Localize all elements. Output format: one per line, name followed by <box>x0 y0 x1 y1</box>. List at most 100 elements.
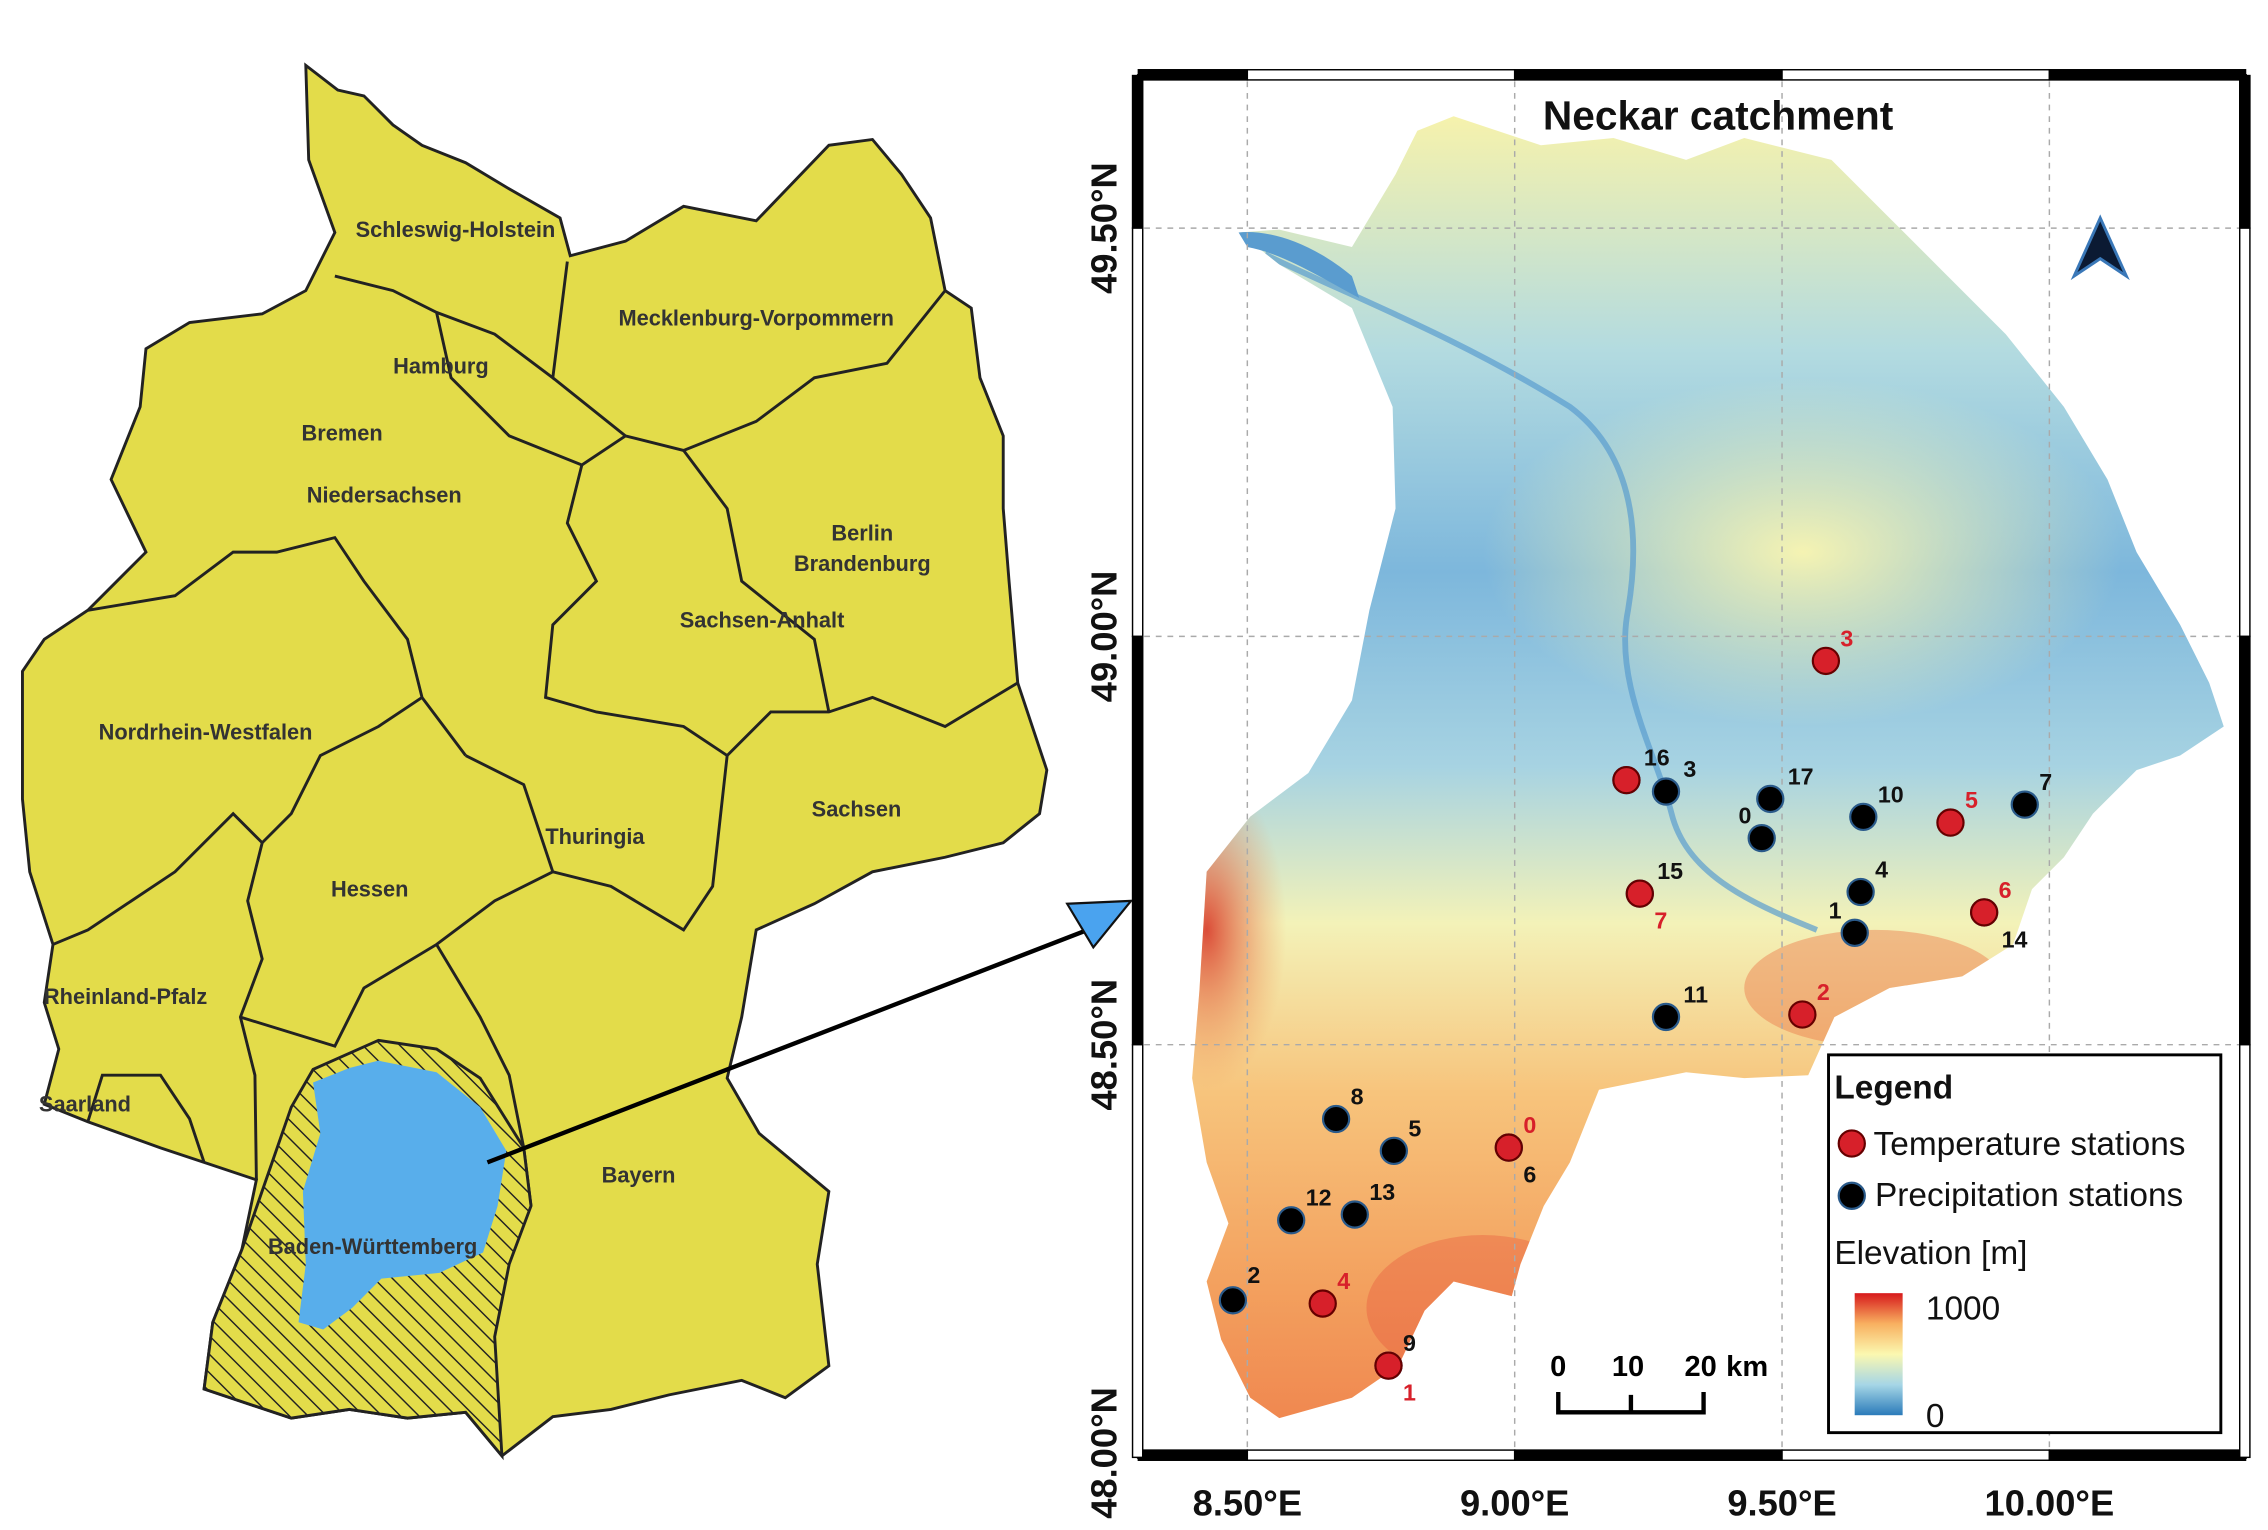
state-label: Niedersachsen <box>307 483 462 508</box>
temperature-station-label: 7 <box>1654 908 1667 934</box>
temperature-marker[interactable] <box>1969 898 1999 927</box>
precipitation-station[interactable] <box>1747 823 1776 853</box>
precipitation-marker[interactable] <box>1218 1286 1248 1315</box>
precipitation-station-label: 16 <box>1644 745 1670 771</box>
precipitation-station[interactable] <box>1840 918 1869 947</box>
precipitation-station-label: 14 <box>2002 926 2028 952</box>
precipitation-station-label: 13 <box>1369 1179 1395 1205</box>
temperature-station[interactable] <box>1788 1000 1817 1029</box>
elevation-colorbar <box>1854 1293 1903 1416</box>
precipitation-marker[interactable] <box>1379 1136 1409 1166</box>
state-label: Mecklenburg-Vorpommern <box>618 305 894 330</box>
precipitation-marker[interactable] <box>1321 1104 1351 1134</box>
precipitation-marker[interactable] <box>1651 1002 1681 1032</box>
precipitation-station[interactable] <box>1277 1206 1306 1235</box>
scale-label: 0 <box>1550 1351 1566 1383</box>
precipitation-station-label: 9 <box>1403 1330 1416 1356</box>
scale-bar: 0 10 20 km <box>1550 1351 1768 1415</box>
scale-label: 20 <box>1685 1351 1717 1383</box>
temperature-marker[interactable] <box>1625 879 1654 908</box>
x-tick-label: 8.50°E <box>1193 1482 1302 1523</box>
temperature-marker[interactable] <box>1612 765 1641 795</box>
precipitation-station-label: 12 <box>1306 1185 1332 1211</box>
precipitation-station-label: 4 <box>1875 856 1888 882</box>
temperature-station-label: 5 <box>1965 787 1978 813</box>
temperature-station[interactable] <box>1811 646 1841 676</box>
temperature-station[interactable] <box>1969 898 1999 927</box>
state-label: Sachsen-Anhalt <box>680 608 845 633</box>
precipitation-marker[interactable] <box>2010 790 2039 819</box>
temperature-marker[interactable] <box>1788 1000 1817 1029</box>
temperature-station-label: 6 <box>1999 877 2012 903</box>
precipitation-station[interactable] <box>1321 1104 1351 1134</box>
temperature-marker[interactable] <box>1936 808 1965 837</box>
temperature-station-label: 4 <box>1337 1268 1350 1294</box>
temperature-marker[interactable] <box>1308 1289 1337 1318</box>
state-label: Bayern <box>602 1163 676 1188</box>
precipitation-station-label: 0 <box>1738 803 1751 829</box>
temperature-station[interactable] <box>1612 765 1641 795</box>
temperature-marker[interactable] <box>1494 1133 1523 1162</box>
y-tick-label: 48.50°N <box>1084 979 1125 1111</box>
precipitation-marker[interactable] <box>1756 784 1785 814</box>
temperature-station-label: 3 <box>1840 625 1853 651</box>
y-tick-label: 49.50°N <box>1084 162 1125 294</box>
precipitation-station-label: 17 <box>1788 763 1814 789</box>
temperature-marker[interactable] <box>1811 646 1841 676</box>
x-tick-label: 9.50°E <box>1727 1482 1836 1523</box>
precipitation-marker[interactable] <box>1651 777 1681 806</box>
precipitation-marker[interactable] <box>1846 877 1875 907</box>
arrowhead-icon <box>1065 899 1134 950</box>
legend: Legend Temperature stations Precipitatio… <box>1827 1053 2223 1435</box>
precipitation-station-label: 1 <box>1829 897 1842 923</box>
precipitation-station[interactable] <box>2010 790 2039 819</box>
state-label: Hamburg <box>393 353 489 378</box>
colorbar-max-label: 1000 <box>1926 1290 2000 1327</box>
north-arrow-icon <box>2070 214 2130 281</box>
temperature-station[interactable] <box>1374 1351 1403 1380</box>
zoom-arrow <box>486 899 1134 1165</box>
precipitation-marker[interactable] <box>1340 1200 1369 1229</box>
precipitation-station[interactable] <box>1218 1286 1248 1315</box>
precipitation-station[interactable] <box>1651 777 1681 806</box>
legend-precipitation: Precipitation stations <box>1875 1177 2183 1214</box>
precipitation-station-label: 15 <box>1657 858 1683 884</box>
germany-overview-map: Schleswig-Holstein Mecklenburg-Vorpommer… <box>21 62 1049 1461</box>
precipitation-marker[interactable] <box>1840 918 1869 947</box>
temperature-station[interactable] <box>1494 1133 1523 1162</box>
temperature-marker-icon <box>1837 1129 1866 1158</box>
state-label: Thuringia <box>545 824 645 849</box>
precipitation-station[interactable] <box>1340 1200 1369 1229</box>
state-borders <box>52 261 1019 1207</box>
state-label: Brandenburg <box>794 551 931 576</box>
scale-label: 10 <box>1612 1351 1644 1383</box>
precipitation-marker[interactable] <box>1277 1206 1306 1235</box>
temperature-station[interactable] <box>1936 808 1965 837</box>
temperature-station-label: 0 <box>1523 1112 1536 1138</box>
legend-elevation-title: Elevation [m] <box>1834 1235 2027 1272</box>
state-label: Nordrhein-Westfalen <box>99 720 313 745</box>
precipitation-marker[interactable] <box>1747 823 1776 853</box>
precipitation-station[interactable] <box>1846 877 1875 907</box>
precipitation-station[interactable] <box>1849 802 1878 832</box>
precipitation-station-label: 3 <box>1683 756 1696 782</box>
state-label: Berlin <box>831 521 893 546</box>
state-label: Bremen <box>302 420 383 445</box>
temperature-marker[interactable] <box>1374 1351 1403 1380</box>
precipitation-station[interactable] <box>1756 784 1785 814</box>
precipitation-station[interactable] <box>1379 1136 1409 1166</box>
temperature-station[interactable] <box>1625 879 1654 908</box>
temperature-station[interactable] <box>1308 1289 1337 1318</box>
x-tick-label: 10.00°E <box>1985 1482 2115 1523</box>
state-label: Saarland <box>39 1092 131 1117</box>
precipitation-marker[interactable] <box>1849 802 1878 832</box>
x-axis-labels: 8.50°E 9.00°E 9.50°E 10.00°E <box>1193 1482 2115 1523</box>
neckar-detail-map: Neckar catchment 8.50°E 9.00°E 9.50°E 10.00… <box>1084 69 2251 1523</box>
state-labels: Schleswig-Holstein Mecklenburg-Vorpommer… <box>39 217 931 1259</box>
precipitation-station-label: 2 <box>1247 1262 1260 1288</box>
neckar-catchment-overview <box>298 1060 507 1330</box>
precipitation-station[interactable] <box>1651 1002 1681 1032</box>
y-tick-label: 49.00°N <box>1084 571 1125 703</box>
